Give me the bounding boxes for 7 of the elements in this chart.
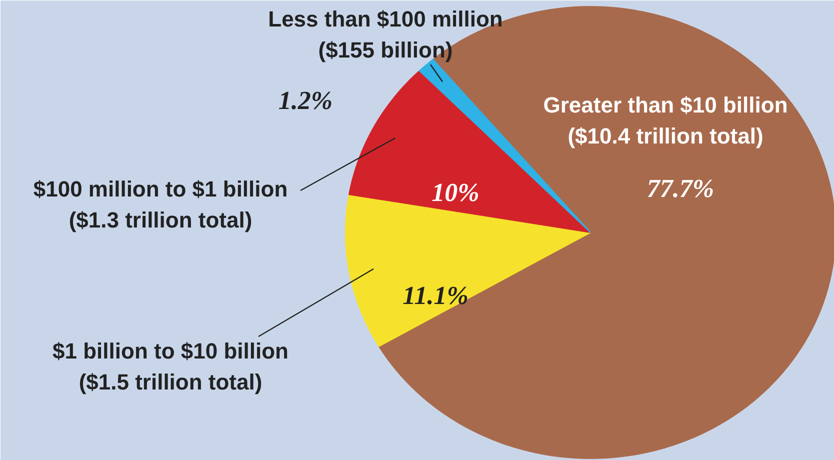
slice-label: Greater than $10 billion ($10.4 trillion total) bbox=[543, 92, 788, 149]
data-label: 77.7% bbox=[646, 174, 714, 203]
slice-label: $1 billion to $10 billion ($1.5 trillion total) bbox=[52, 338, 288, 395]
data-label: 1.2% bbox=[278, 86, 333, 115]
slice-label: $100 million to $1 billion ($1.3 trillion total) bbox=[33, 176, 288, 233]
data-label: 10% bbox=[432, 178, 480, 207]
data-label: 11.1% bbox=[402, 281, 468, 310]
